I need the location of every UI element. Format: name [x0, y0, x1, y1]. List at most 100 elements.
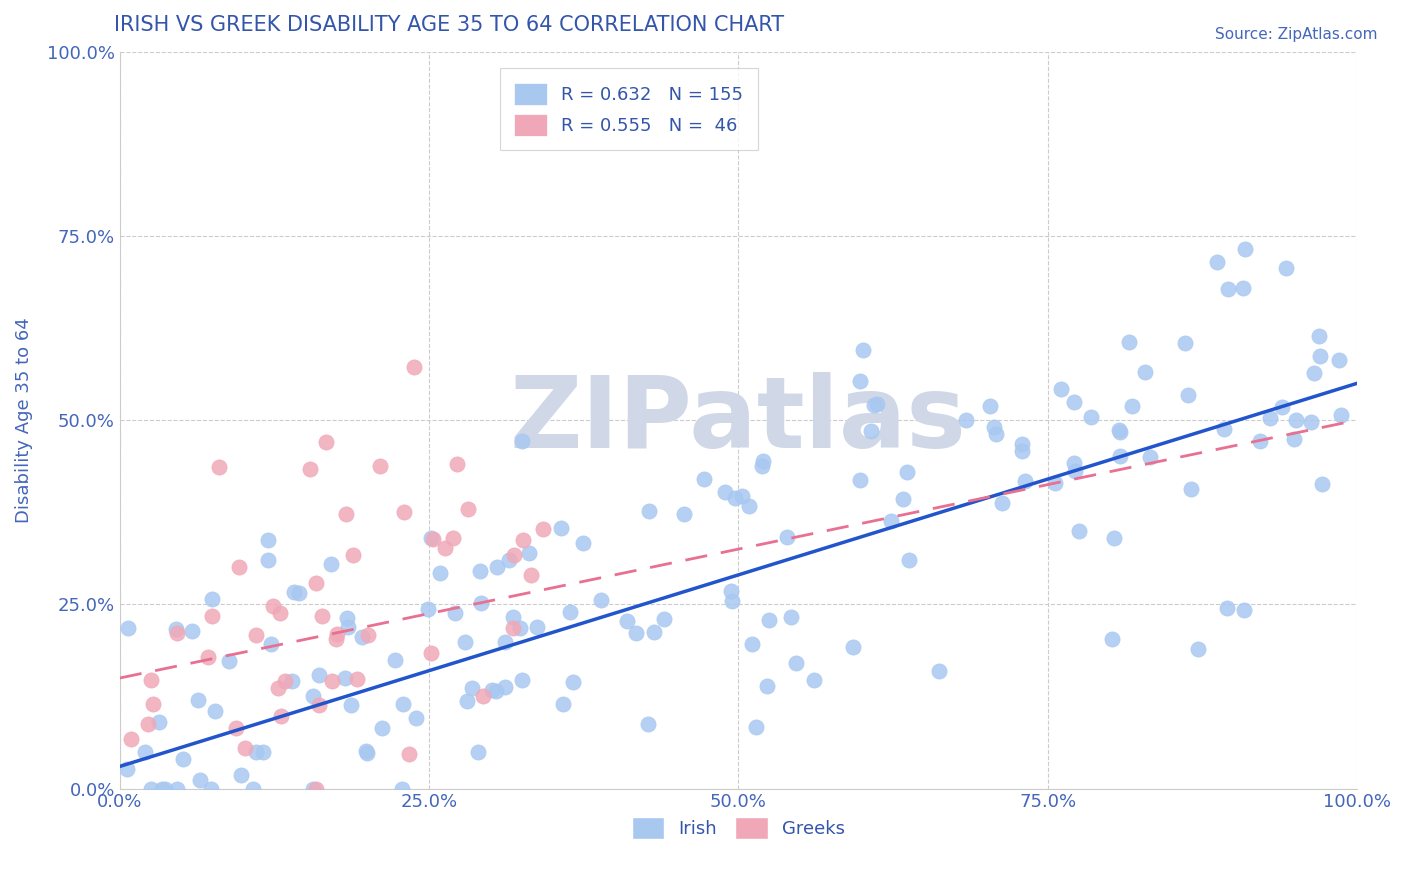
- Point: [1309, 349, 1331, 363]
- Point: [1308, 329, 1330, 343]
- Point: [1108, 425, 1130, 440]
- Point: [1118, 334, 1140, 349]
- Point: [637, 716, 659, 731]
- Point: [1043, 476, 1066, 491]
- Point: [453, 635, 475, 649]
- Point: [197, 650, 219, 665]
- Point: [368, 459, 391, 474]
- Point: [741, 637, 763, 651]
- Point: [498, 553, 520, 567]
- Point: [357, 628, 380, 642]
- Point: [148, 715, 170, 730]
- Point: [1330, 408, 1353, 422]
- Point: [1187, 642, 1209, 657]
- Point: [1303, 367, 1326, 381]
- Point: [652, 612, 675, 626]
- Point: [1310, 477, 1333, 491]
- Point: [776, 530, 799, 544]
- Point: [155, 781, 177, 796]
- Point: [218, 655, 240, 669]
- Point: [242, 781, 264, 796]
- Point: [315, 434, 337, 449]
- Point: [984, 427, 1007, 442]
- Point: [1233, 242, 1256, 256]
- Point: [1101, 632, 1123, 647]
- Point: [1080, 409, 1102, 424]
- Y-axis label: Disability Age 35 to 64: Disability Age 35 to 64: [15, 318, 32, 523]
- Point: [755, 679, 778, 693]
- Point: [1285, 413, 1308, 427]
- Point: [502, 610, 524, 624]
- Point: [738, 499, 761, 513]
- Point: [166, 626, 188, 640]
- Point: [346, 672, 368, 686]
- Point: [394, 505, 416, 519]
- Point: [270, 709, 292, 723]
- Point: [896, 465, 918, 479]
- Point: [252, 745, 274, 759]
- Point: [468, 564, 491, 578]
- Point: [150, 781, 173, 796]
- Point: [298, 462, 321, 476]
- Point: [979, 400, 1001, 414]
- Point: [502, 621, 524, 635]
- Point: [1177, 388, 1199, 402]
- Point: [526, 620, 548, 634]
- Point: [550, 521, 572, 535]
- Point: [1133, 365, 1156, 379]
- Point: [308, 667, 330, 681]
- Point: [863, 398, 886, 412]
- Point: [724, 491, 747, 506]
- Point: [308, 698, 330, 712]
- Point: [228, 559, 250, 574]
- Point: [860, 424, 883, 438]
- Point: [502, 548, 524, 562]
- Point: [352, 630, 374, 644]
- Point: [245, 745, 267, 759]
- Point: [420, 646, 443, 660]
- Point: [342, 548, 364, 562]
- Point: [893, 492, 915, 507]
- Point: [319, 557, 342, 571]
- Point: [494, 635, 516, 649]
- Point: [115, 762, 138, 776]
- Point: [139, 673, 162, 687]
- Point: [1213, 422, 1236, 436]
- Point: [337, 620, 360, 634]
- Point: [305, 576, 328, 591]
- Point: [461, 681, 484, 695]
- Point: [470, 596, 492, 610]
- Point: [880, 515, 903, 529]
- Point: [485, 684, 508, 698]
- Point: [991, 496, 1014, 510]
- Point: [456, 694, 478, 708]
- Point: [1232, 281, 1254, 295]
- Point: [643, 625, 665, 640]
- Point: [572, 535, 595, 549]
- Point: [134, 745, 156, 759]
- Point: [721, 593, 744, 607]
- Point: [693, 472, 716, 486]
- Point: [467, 746, 489, 760]
- Point: [229, 768, 252, 782]
- Point: [1329, 352, 1351, 367]
- Point: [301, 781, 323, 796]
- Point: [1271, 401, 1294, 415]
- Point: [256, 553, 278, 567]
- Point: [371, 721, 394, 735]
- Point: [517, 546, 540, 560]
- Point: [257, 533, 280, 547]
- Point: [731, 489, 754, 503]
- Point: [1174, 335, 1197, 350]
- Point: [1014, 474, 1036, 488]
- Point: [510, 673, 533, 687]
- Point: [204, 704, 226, 718]
- Point: [225, 721, 247, 735]
- Point: [187, 693, 209, 707]
- Point: [720, 584, 742, 599]
- Point: [245, 628, 267, 642]
- Point: [1102, 531, 1125, 545]
- Point: [166, 781, 188, 796]
- Point: [558, 606, 581, 620]
- Legend: Irish, Greeks: Irish, Greeks: [624, 809, 852, 846]
